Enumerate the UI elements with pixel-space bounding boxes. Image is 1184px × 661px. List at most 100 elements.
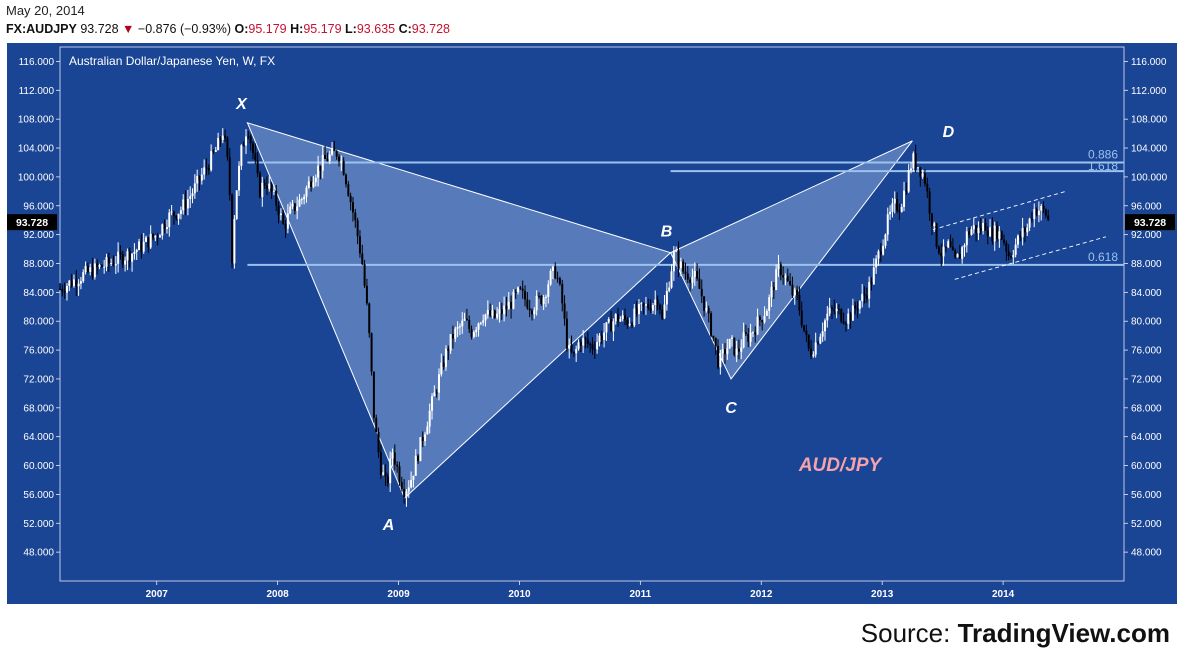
candle-body bbox=[635, 308, 638, 315]
candle-body bbox=[510, 301, 513, 309]
candle-body bbox=[758, 316, 761, 321]
candle-body bbox=[410, 479, 413, 488]
candle-body bbox=[821, 331, 824, 337]
candle-body bbox=[791, 284, 794, 296]
source-brand[interactable]: TradingView.com bbox=[957, 618, 1170, 648]
chart-date: May 20, 2014 bbox=[6, 3, 85, 18]
candle-body bbox=[433, 392, 436, 397]
candle-body bbox=[1047, 215, 1050, 220]
candle-body bbox=[912, 153, 915, 169]
candle-body bbox=[268, 183, 271, 189]
candle-body bbox=[61, 288, 64, 292]
candle-body bbox=[242, 145, 245, 147]
candle-body bbox=[482, 320, 485, 323]
candle-body bbox=[331, 148, 334, 155]
candle-body bbox=[763, 315, 766, 323]
candle-body bbox=[568, 344, 571, 349]
candle-body bbox=[258, 173, 261, 198]
candle-body bbox=[338, 156, 341, 162]
candle-body bbox=[584, 337, 587, 340]
candle-body bbox=[189, 196, 192, 199]
candle-body bbox=[884, 234, 887, 246]
chart-title: Australian Dollar/Japanese Yen, W, FX bbox=[69, 54, 275, 68]
candle-body bbox=[793, 289, 796, 296]
candle-body bbox=[424, 434, 427, 442]
candle-body bbox=[275, 190, 278, 206]
candle-body bbox=[582, 337, 585, 346]
candle-body bbox=[444, 348, 447, 367]
candle-body bbox=[110, 263, 113, 265]
candle-body bbox=[358, 236, 361, 254]
open-label: O: bbox=[234, 22, 249, 36]
candle-body bbox=[835, 308, 838, 312]
candle-body bbox=[386, 476, 389, 484]
candle-body bbox=[930, 213, 933, 227]
candle-body bbox=[1026, 227, 1029, 233]
candle-body bbox=[951, 246, 954, 251]
candle-body bbox=[693, 271, 696, 277]
channel-line bbox=[954, 236, 1106, 280]
candle-body bbox=[344, 174, 347, 185]
candle-body bbox=[126, 251, 129, 261]
candle-body bbox=[707, 308, 710, 314]
candle-body bbox=[419, 437, 422, 461]
pattern-point-label: A bbox=[382, 517, 395, 534]
candle-body bbox=[879, 251, 882, 255]
candle-body bbox=[391, 452, 394, 459]
candle-body bbox=[886, 214, 889, 235]
y-tick-label-left: 104.000 bbox=[18, 144, 55, 155]
candle-body bbox=[403, 488, 406, 498]
candle-body bbox=[665, 290, 668, 305]
candle-body bbox=[247, 136, 250, 138]
candle-body bbox=[633, 308, 636, 326]
candle-body bbox=[756, 316, 759, 335]
candle-body bbox=[710, 313, 713, 336]
candle-body bbox=[163, 224, 166, 230]
candle-body bbox=[814, 342, 817, 355]
candle-body bbox=[296, 206, 299, 211]
candle-body bbox=[154, 235, 157, 238]
candle-body bbox=[977, 227, 980, 234]
candle-body bbox=[984, 222, 987, 231]
candle-body bbox=[517, 287, 520, 293]
candle-body bbox=[747, 333, 750, 342]
candle-body bbox=[224, 135, 227, 138]
candle-body bbox=[249, 136, 252, 144]
candle-body bbox=[863, 293, 866, 296]
candle-body bbox=[179, 210, 182, 214]
candle-body bbox=[470, 329, 473, 337]
y-tick-label-right: 84.000 bbox=[1131, 288, 1162, 299]
y-tick-label-left: 88.000 bbox=[23, 259, 54, 270]
candle-body bbox=[768, 297, 771, 311]
candle-body bbox=[1044, 209, 1047, 216]
candle-body bbox=[828, 307, 831, 314]
candle-body bbox=[670, 271, 673, 288]
candle-body bbox=[691, 276, 694, 283]
y-tick-label-right: 88.000 bbox=[1131, 259, 1162, 270]
candle-body bbox=[805, 330, 808, 335]
candle-body bbox=[903, 190, 906, 207]
candle-body bbox=[400, 482, 403, 489]
candle-body bbox=[291, 203, 294, 207]
candle-body bbox=[675, 250, 678, 252]
candle-body bbox=[233, 219, 236, 264]
y-tick-label-left: 60.000 bbox=[23, 461, 54, 472]
candle-body bbox=[514, 291, 517, 293]
candle-body bbox=[910, 168, 913, 171]
candle-body bbox=[963, 245, 966, 248]
candle-body bbox=[619, 319, 622, 322]
candle-body bbox=[519, 287, 522, 289]
candle-body bbox=[891, 203, 894, 212]
candle-body bbox=[65, 285, 68, 293]
y-axis: 48.000 48.000 52.000 52.000 56.000 56.000 60.0… bbox=[18, 57, 1168, 559]
candle-body bbox=[219, 137, 222, 141]
candle-body bbox=[124, 260, 127, 265]
candle-body bbox=[849, 313, 852, 321]
candle-body bbox=[205, 167, 208, 169]
quote-line: FX:AUDJPY 93.728 ▼ −0.876 (−0.93%) O:95.… bbox=[6, 22, 450, 36]
y-tick-label-left: 52.000 bbox=[23, 519, 54, 530]
symbol-label[interactable]: FX:AUDJPY bbox=[6, 22, 77, 36]
candle-body bbox=[893, 198, 896, 204]
candle-body bbox=[161, 224, 164, 236]
